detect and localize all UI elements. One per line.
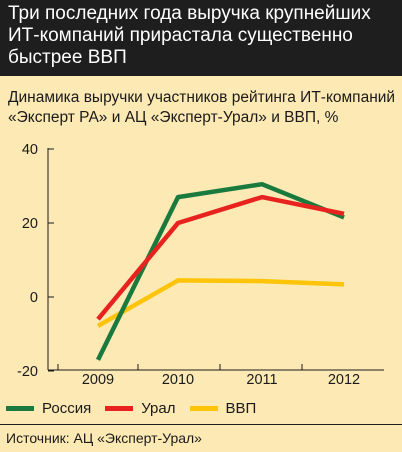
legend-item-russia: Россия (6, 400, 91, 417)
series-line-gdp (96, 278, 345, 328)
headline-title: Три последних года выручка крупнейших ИТ… (8, 3, 371, 68)
legend-label-gdp: ВВП (225, 399, 257, 417)
y-tick-label: 0 (30, 290, 38, 306)
y-tick-label: -20 (17, 364, 38, 380)
series-line-ural (96, 194, 345, 321)
x-tick-label: 2012 (328, 372, 360, 388)
y-tick-label: 20 (22, 216, 38, 232)
legend-swatch-gdp (189, 405, 218, 411)
source-note: Источник: АЦ «Эксперт-Урал» (6, 430, 202, 446)
legend-swatch-russia (6, 405, 34, 411)
legend-label-ural: Урал (141, 399, 176, 417)
legend-item-ural: Урал (105, 399, 176, 417)
legend-label-russia: Россия (42, 399, 92, 417)
y-tick-label: 40 (22, 142, 38, 158)
headline-banner: Три последних года выручка крупнейших ИТ… (0, 0, 402, 76)
x-tick-label: 2009 (82, 372, 114, 388)
x-tick-label: 2011 (246, 372, 277, 388)
chart-subtitle: Динамика выручки участников рейтинга ИТ-… (8, 89, 396, 126)
legend-swatch-ural (105, 405, 134, 411)
series-line-russia (95, 181, 345, 361)
x-tick-label: 2010 (162, 372, 194, 388)
legend-item-gdp: ВВП (189, 399, 257, 417)
legend: Россия Урал ВВП (6, 398, 270, 418)
footer-divider (0, 424, 402, 425)
